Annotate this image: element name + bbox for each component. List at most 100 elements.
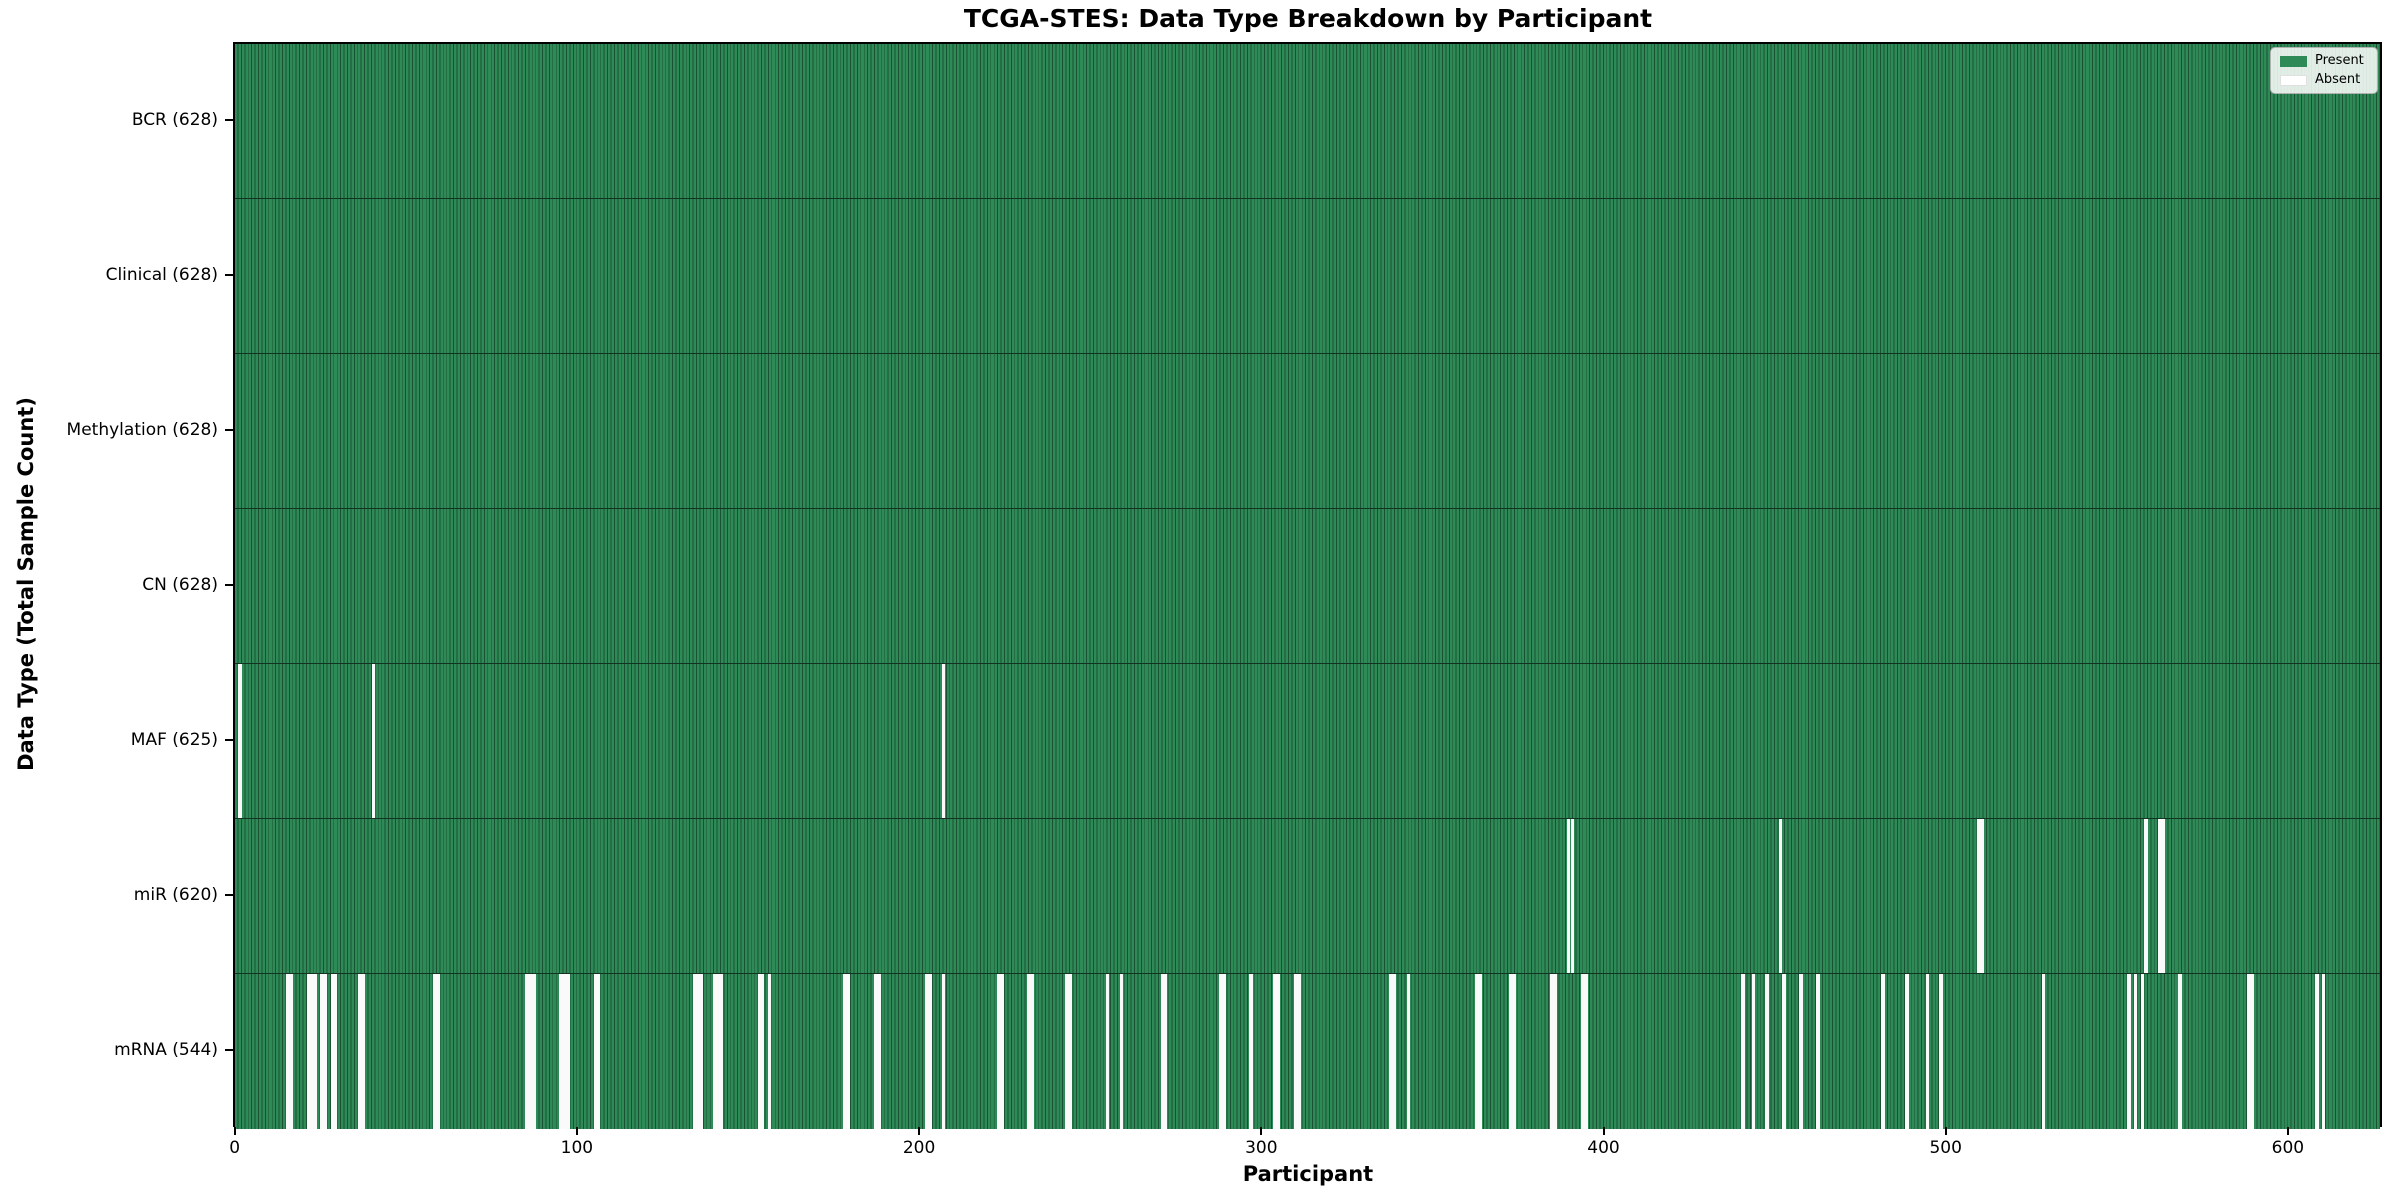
x-tick-label-500: 500	[1929, 1138, 1962, 1158]
absent-mark	[699, 974, 703, 1129]
absent-mark	[1939, 974, 1943, 1129]
present-swatch-icon	[2280, 55, 2307, 67]
absent-mark	[1782, 974, 1786, 1129]
legend-label-present: Present	[2315, 53, 2364, 68]
absent-mark	[1570, 819, 1574, 973]
row-bcr	[235, 44, 2380, 199]
absent-mark	[713, 974, 717, 1129]
absent-mark	[767, 974, 772, 1129]
absent-mark	[566, 974, 570, 1129]
plot-area	[233, 42, 2382, 1129]
absent-mark	[2144, 819, 2148, 973]
y-tick-label-cn: CN (628)	[142, 574, 218, 595]
x-tick-label-100: 100	[560, 1138, 594, 1158]
absent-mark	[757, 974, 761, 1129]
absent-mark	[1816, 974, 1820, 1129]
x-tick	[918, 1127, 921, 1135]
absent-mark	[1751, 974, 1755, 1129]
absent-mark	[361, 974, 365, 1129]
absent-mark	[761, 974, 765, 1129]
absent-mark	[846, 974, 850, 1129]
absent-mark	[1567, 819, 1571, 973]
absent-mark	[924, 974, 929, 1129]
absent-mark	[1580, 974, 1585, 1129]
y-tick	[225, 118, 233, 121]
absent-mark	[1064, 974, 1069, 1129]
absent-mark	[1778, 819, 1783, 973]
absent-mark	[1392, 974, 1397, 1129]
absent-mark	[696, 974, 700, 1129]
y-tick-label-mrna: mRNA (544)	[114, 1039, 218, 1060]
y-tick	[225, 1048, 233, 1051]
absent-mark	[1119, 974, 1124, 1129]
absent-mark	[2161, 819, 2165, 973]
x-tick	[2286, 1127, 2289, 1135]
absent-mark	[2246, 974, 2251, 1129]
absent-mark	[1389, 974, 1393, 1129]
absent-mark	[1105, 974, 1110, 1129]
absent-mark	[873, 974, 878, 1129]
absent-mark	[1297, 974, 1301, 1129]
absent-mark	[597, 974, 601, 1129]
absent-mark	[1164, 974, 1168, 1129]
absent-mark	[2157, 819, 2162, 973]
absent-mark	[942, 974, 946, 1129]
y-tick-label-clinical: Clinical (628)	[105, 264, 218, 285]
x-tick	[1602, 1127, 1605, 1135]
absent-mark	[1741, 974, 1745, 1129]
absent-mark	[720, 974, 724, 1129]
y-tick-label-bcr: BCR (628)	[131, 109, 218, 130]
absent-mark	[371, 664, 376, 818]
absent-mark	[1512, 974, 1516, 1129]
absent-mark	[532, 974, 536, 1129]
absent-mark	[942, 664, 946, 818]
absent-mark	[877, 974, 881, 1129]
absent-mark	[842, 974, 847, 1129]
absent-mark	[1222, 974, 1226, 1129]
absent-mark	[2315, 974, 2319, 1129]
absent-mark	[593, 974, 598, 1129]
absent-mark	[1293, 974, 1298, 1129]
y-tick	[225, 583, 233, 586]
x-tick	[1944, 1127, 1947, 1135]
legend-entry-absent: Absent	[2280, 73, 2369, 87]
x-tick	[575, 1127, 578, 1135]
row-clinical	[235, 199, 2380, 354]
absent-mark	[1976, 819, 1981, 973]
row-mir	[235, 819, 2380, 974]
x-tick-label-200: 200	[902, 1138, 936, 1158]
absent-mark	[1881, 974, 1885, 1129]
absent-mark	[1160, 974, 1165, 1129]
absent-mark	[1925, 974, 1930, 1129]
legend-entry-present: Present	[2280, 54, 2369, 68]
y-tick	[225, 273, 233, 276]
absent-mark	[1249, 974, 1253, 1129]
x-tick-label-300: 300	[1245, 1138, 1278, 1158]
y-tick-label-methylation: Methylation (628)	[66, 419, 218, 440]
absent-mark	[286, 974, 290, 1129]
absent-mark	[1406, 974, 1410, 1129]
absent-mark	[2041, 974, 2046, 1129]
absent-mark	[562, 974, 567, 1129]
row-maf	[235, 664, 2380, 819]
absent-mark	[1509, 974, 1513, 1129]
row-cn	[235, 509, 2380, 664]
absent-mark	[433, 974, 437, 1129]
absent-mark	[1980, 819, 1984, 973]
absent-mark	[1905, 974, 1909, 1129]
absent-mark	[2134, 974, 2138, 1129]
absent-mark	[1030, 974, 1035, 1129]
absent-mark	[2127, 974, 2131, 1129]
legend-label-absent: Absent	[2315, 72, 2361, 87]
y-tick-label-maf: MAF (625)	[130, 729, 218, 750]
absent-swatch-icon	[2280, 74, 2307, 86]
absent-mark	[1027, 974, 1031, 1129]
absent-mark	[716, 974, 720, 1129]
absent-mark	[2321, 974, 2326, 1129]
x-tick-label-400: 400	[1587, 1138, 1620, 1158]
absent-mark	[320, 974, 324, 1129]
row-mrna	[235, 974, 2380, 1129]
absent-mark	[528, 974, 533, 1129]
x-tick-label-0: 0	[229, 1138, 241, 1158]
